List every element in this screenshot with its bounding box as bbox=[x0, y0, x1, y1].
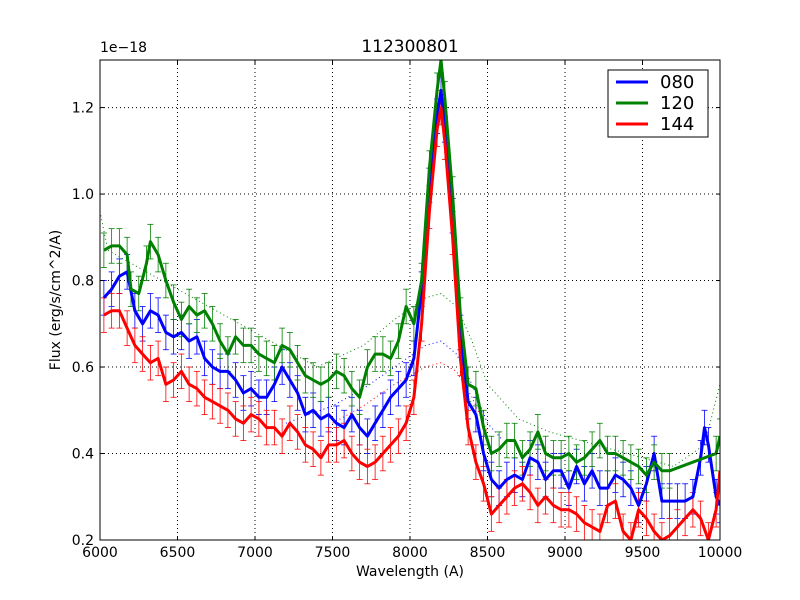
y-tick-label-5: 1.2 bbox=[72, 101, 94, 117]
x-tick-label-6: 9000 bbox=[547, 545, 583, 561]
series-line-080 bbox=[102, 88, 720, 507]
x-tick-label-0: 6000 bbox=[82, 545, 118, 561]
x-tick-label-2: 7000 bbox=[237, 545, 273, 561]
series-lines bbox=[102, 60, 720, 540]
y-tick-label-3: 0.8 bbox=[72, 274, 94, 290]
legend-label-144: 144 bbox=[660, 114, 694, 135]
series-line-120 bbox=[103, 60, 720, 477]
x-tick-label-8: 10000 bbox=[698, 545, 743, 561]
y-offset-label: 1e−18 bbox=[100, 40, 147, 56]
legend-label-080: 080 bbox=[660, 72, 694, 93]
x-tick-label-7: 9500 bbox=[625, 545, 661, 561]
y-axis-label: Flux (erg/s/cm^2/A) bbox=[48, 230, 64, 370]
y-tick-label-2: 0.6 bbox=[72, 360, 94, 376]
legend-label-120: 120 bbox=[660, 93, 694, 114]
x-axis-label: Wavelength (A) bbox=[356, 564, 464, 580]
series-line-144 bbox=[103, 106, 720, 540]
y-tick-label-1: 0.4 bbox=[72, 447, 94, 463]
x-tick-label-1: 6500 bbox=[160, 545, 196, 561]
x-tick-label-5: 8500 bbox=[470, 545, 506, 561]
model-curve-2 bbox=[332, 362, 488, 433]
y-tick-label-4: 1.0 bbox=[72, 187, 94, 203]
x-tick-label-4: 8000 bbox=[392, 545, 428, 561]
axis-ticks: 6000 6500 7000 7500 8000 8500 9000 9500 10000 0.2… bbox=[72, 60, 743, 561]
chart-title: 112300801 bbox=[361, 37, 458, 57]
model-curve-0 bbox=[285, 340, 504, 441]
model-curves bbox=[100, 211, 720, 468]
y-tick-label-0: 0.2 bbox=[72, 533, 94, 549]
x-tick-label-3: 7500 bbox=[315, 545, 351, 561]
